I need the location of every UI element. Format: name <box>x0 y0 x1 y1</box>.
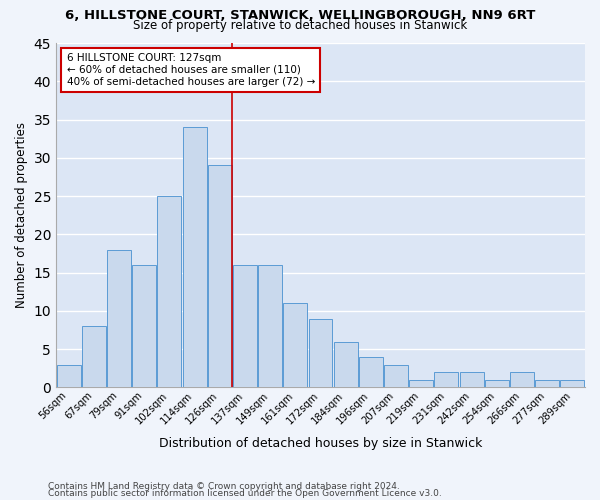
Bar <box>157 196 181 388</box>
Bar <box>460 372 484 388</box>
Bar <box>384 364 408 388</box>
Text: 6, HILLSTONE COURT, STANWICK, WELLINGBOROUGH, NN9 6RT: 6, HILLSTONE COURT, STANWICK, WELLINGBOR… <box>65 9 535 22</box>
Text: Contains public sector information licensed under the Open Government Licence v3: Contains public sector information licen… <box>48 490 442 498</box>
Bar <box>535 380 559 388</box>
Bar <box>359 357 383 388</box>
Bar <box>208 166 232 388</box>
Bar <box>334 342 358 388</box>
Bar <box>434 372 458 388</box>
Text: 6 HILLSTONE COURT: 127sqm
← 60% of detached houses are smaller (110)
40% of semi: 6 HILLSTONE COURT: 127sqm ← 60% of detac… <box>67 54 315 86</box>
Bar <box>107 250 131 388</box>
Y-axis label: Number of detached properties: Number of detached properties <box>15 122 28 308</box>
Bar <box>560 380 584 388</box>
Bar <box>182 127 206 388</box>
Bar <box>82 326 106 388</box>
Bar <box>308 318 332 388</box>
Bar <box>132 265 156 388</box>
Bar <box>233 265 257 388</box>
Text: Size of property relative to detached houses in Stanwick: Size of property relative to detached ho… <box>133 18 467 32</box>
Bar <box>258 265 282 388</box>
Bar <box>283 304 307 388</box>
Bar <box>485 380 509 388</box>
Bar <box>409 380 433 388</box>
Bar <box>56 364 80 388</box>
Text: Contains HM Land Registry data © Crown copyright and database right 2024.: Contains HM Land Registry data © Crown c… <box>48 482 400 491</box>
Bar <box>510 372 534 388</box>
X-axis label: Distribution of detached houses by size in Stanwick: Distribution of detached houses by size … <box>159 437 482 450</box>
